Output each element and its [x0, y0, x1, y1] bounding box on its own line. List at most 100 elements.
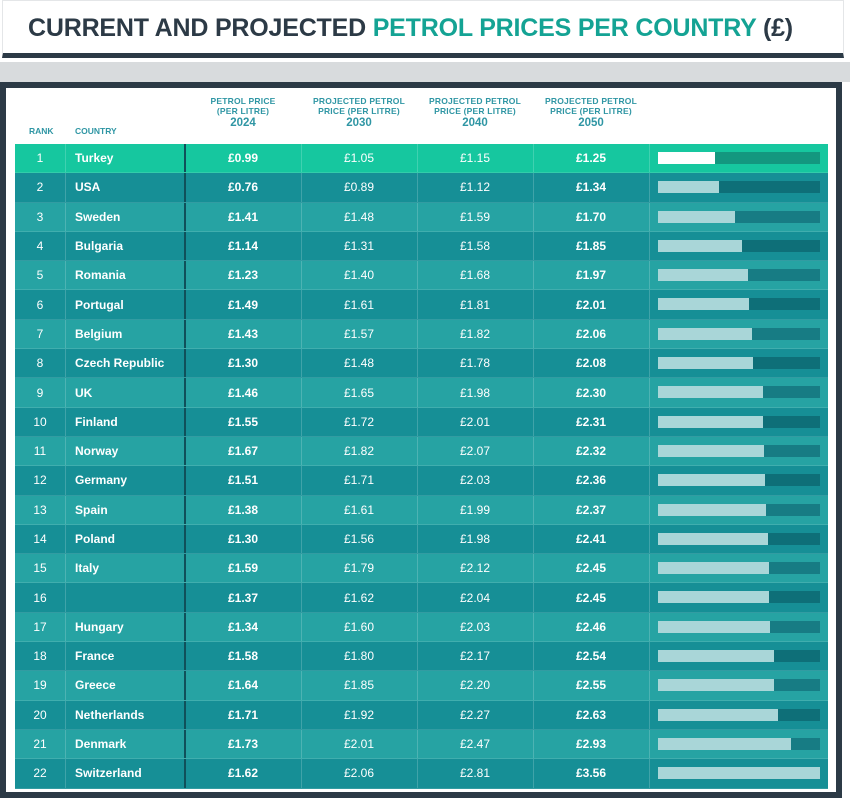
bar-track	[658, 181, 820, 194]
column-divider	[184, 759, 186, 788]
price-2050-cell: £2.36	[575, 473, 607, 488]
price-2030-cell: £1.72	[343, 414, 375, 429]
table-row: 5 Romania £1.23 £1.40 £1.68 £1.97	[15, 261, 828, 291]
header-2030-line1: PROJECTED PETROL	[313, 96, 405, 106]
bar-2050	[658, 650, 774, 663]
bar-2050	[658, 444, 764, 457]
bar-2050	[658, 562, 770, 575]
column-divider	[533, 349, 534, 378]
bar-track	[658, 327, 820, 340]
bar-2050	[658, 327, 752, 340]
bar-2050	[658, 269, 748, 282]
column-divider	[649, 700, 650, 729]
price-2040-cell: £1.98	[459, 385, 491, 400]
rank-cell: 18	[33, 649, 47, 664]
rank-cell: 19	[33, 678, 47, 693]
table-row: 1 Turkey £0.99 £1.05 £1.15 £1.25	[15, 144, 828, 174]
column-divider	[649, 612, 650, 642]
price-table: 1 Turkey £0.99 £1.05 £1.15 £1.25 2 USA £0.76 £0.8…	[15, 144, 828, 789]
column-divider	[533, 290, 534, 319]
price-2024-cell: £1.30	[227, 356, 259, 371]
column-divider	[301, 231, 302, 261]
bar-2050	[658, 386, 763, 399]
column-divider	[301, 202, 302, 231]
column-divider	[65, 466, 66, 495]
bar-2050	[658, 357, 753, 370]
country-cell: Finland	[75, 414, 118, 429]
title-part-2: PETROL PRICES PER COUNTRY	[372, 14, 757, 42]
rank-cell: 5	[36, 268, 44, 283]
bar-track	[658, 239, 820, 252]
bar-track	[658, 298, 820, 311]
price-2030-cell: £1.48	[343, 209, 375, 224]
table-row: 14 Poland £1.30 £1.56 £1.98 £2.41	[15, 524, 828, 555]
rank-cell: 12	[33, 473, 47, 488]
price-2030-cell: £1.62	[343, 590, 375, 605]
price-2024-cell: £1.71	[227, 707, 259, 722]
price-2050-cell: £1.97	[575, 268, 607, 283]
column-divider	[301, 524, 302, 554]
rank-cell: 8	[36, 356, 44, 371]
rank-cell: 17	[33, 619, 47, 634]
column-divider	[65, 495, 66, 524]
table-row: 19 Greece £1.64 £1.85 £2.20 £2.55	[15, 671, 828, 701]
column-divider	[417, 583, 418, 612]
header-2050-year: 2050	[578, 117, 604, 129]
column-divider	[417, 729, 418, 759]
column-divider	[301, 144, 302, 173]
bar-2050	[658, 767, 820, 780]
rank-cell: 11	[33, 444, 47, 459]
price-2030-cell: £1.92	[343, 707, 375, 722]
bar-2050	[658, 415, 764, 428]
price-2050-cell: £2.55	[575, 678, 607, 693]
price-2040-cell: £1.81	[459, 297, 491, 312]
column-divider	[649, 231, 650, 261]
column-divider	[649, 642, 650, 671]
price-2030-cell: £1.31	[343, 239, 375, 254]
column-divider	[301, 612, 302, 642]
column-divider	[649, 583, 650, 612]
column-divider	[301, 349, 302, 378]
column-divider	[65, 554, 66, 583]
column-divider	[301, 671, 302, 700]
column-divider	[649, 436, 650, 466]
column-divider	[65, 261, 66, 290]
header-2024-year: 2024	[230, 117, 256, 129]
column-divider	[184, 202, 186, 231]
rank-cell: 10	[33, 414, 47, 429]
rank-cell: 6	[36, 297, 44, 312]
column-divider	[301, 759, 302, 788]
bar-2050	[658, 591, 770, 604]
column-divider	[184, 407, 186, 436]
title-part-3: (£)	[756, 14, 793, 42]
column-divider	[649, 261, 650, 290]
table-row: 4 Bulgaria £1.14 £1.31 £1.58 £1.85	[15, 231, 828, 262]
bar-track	[658, 767, 820, 780]
bar-track	[658, 210, 820, 223]
column-divider	[65, 700, 66, 729]
column-divider	[65, 407, 66, 436]
column-divider	[184, 554, 186, 583]
price-2050-cell: £2.54	[575, 649, 607, 664]
table-row: 16 £1.37 £1.62 £2.04 £2.45	[15, 583, 828, 613]
column-divider	[301, 554, 302, 583]
table-row: 21 Denmark £1.73 £2.01 £2.47 £2.93	[15, 729, 828, 760]
column-divider	[301, 261, 302, 290]
column-divider	[184, 466, 186, 495]
price-2024-cell: £1.34	[227, 619, 259, 634]
bar-track	[658, 737, 820, 750]
price-2040-cell: £1.58	[459, 239, 491, 254]
column-divider	[533, 671, 534, 700]
column-divider	[649, 319, 650, 349]
price-2050-cell: £2.06	[575, 326, 607, 341]
column-divider	[417, 349, 418, 378]
title-box: CURRENT AND PROJECTED PETROL PRICES PER …	[2, 0, 844, 58]
column-divider	[649, 144, 650, 173]
price-2024-cell: £1.49	[227, 297, 259, 312]
column-divider	[301, 173, 302, 202]
column-divider	[184, 173, 186, 202]
price-2050-cell: £2.46	[575, 619, 607, 634]
column-divider	[649, 378, 650, 407]
bar-2050	[658, 708, 778, 721]
column-divider	[184, 495, 186, 524]
